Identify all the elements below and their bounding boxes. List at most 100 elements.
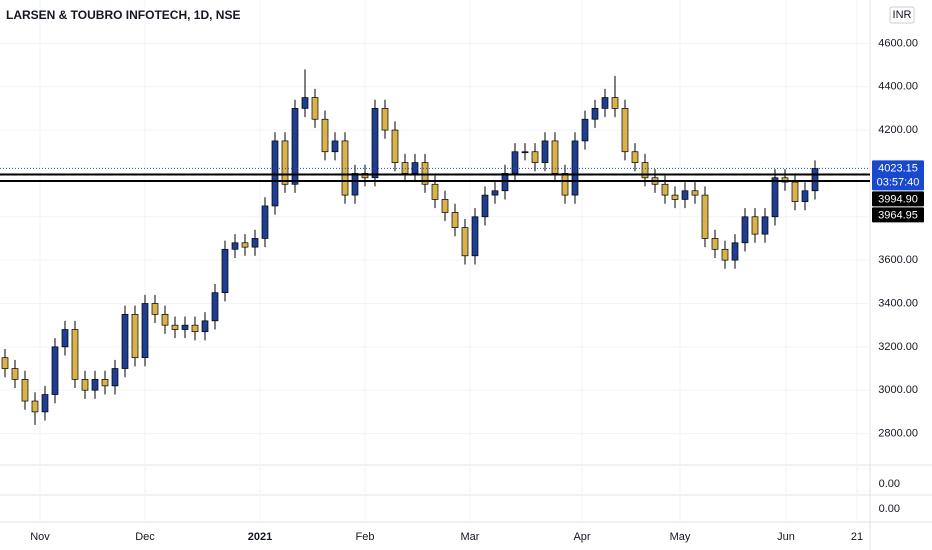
candle-body xyxy=(771,177,779,218)
candle-body xyxy=(231,242,239,250)
candle-body xyxy=(711,238,719,250)
currency-badge xyxy=(889,6,915,24)
x-tick-label: Mar xyxy=(461,531,480,543)
candle-body xyxy=(321,118,329,153)
candle-body xyxy=(701,194,709,239)
y-tick-label: 2800.00 xyxy=(878,427,918,439)
candles xyxy=(1,69,819,425)
candle-body xyxy=(21,379,29,402)
candle-body xyxy=(391,129,399,163)
candle-body xyxy=(51,346,59,395)
pane-value-label: 0.00 xyxy=(879,503,900,515)
candle-body xyxy=(421,162,429,185)
candle-body xyxy=(451,212,459,228)
grid: 2800.003000.003200.003400.003600.003800.… xyxy=(0,0,918,543)
y-tick-label: 3600.00 xyxy=(878,254,918,266)
candle-body xyxy=(271,140,279,207)
x-tick-label: Dec xyxy=(135,531,155,543)
price-label: 3994.90 xyxy=(878,193,918,205)
candle-body xyxy=(31,400,39,413)
candle-body xyxy=(481,194,489,218)
x-tick-label: Feb xyxy=(356,531,375,543)
x-tick-label: 21 xyxy=(851,531,863,543)
candle-body xyxy=(61,329,69,348)
candle-body xyxy=(751,216,759,235)
candle-body xyxy=(371,108,379,179)
candle-body xyxy=(761,216,769,235)
candle-body xyxy=(301,97,309,109)
candle-body xyxy=(381,108,389,131)
candle-body xyxy=(431,183,439,200)
candle-body xyxy=(251,238,259,248)
candle-body xyxy=(491,190,499,196)
candle-body xyxy=(811,168,819,192)
candle-body xyxy=(741,216,749,244)
countdown-label: 03:57:40 xyxy=(877,176,920,188)
candle-body xyxy=(1,357,9,369)
y-tick-label: 3200.00 xyxy=(878,341,918,353)
candle-body xyxy=(541,140,549,163)
candle-body xyxy=(41,394,49,413)
candle-body xyxy=(441,199,449,213)
price-label-box xyxy=(872,160,924,191)
candle-body xyxy=(691,190,699,196)
candle-body xyxy=(161,313,169,326)
candle-body xyxy=(331,140,339,153)
candle-body xyxy=(311,97,319,120)
candle-body xyxy=(531,151,539,163)
price-label-box xyxy=(872,207,924,223)
chart-title: LARSEN & TOUBRO INFOTECH, 1D, NSE xyxy=(6,8,240,22)
candle-body xyxy=(111,368,119,387)
price-label: 3964.95 xyxy=(878,209,918,221)
candle-body xyxy=(611,97,619,109)
x-tick-label: May xyxy=(670,531,691,543)
candle-body xyxy=(801,190,809,202)
candle-body xyxy=(211,292,219,322)
currency-label: INR xyxy=(893,9,912,21)
y-tick-label: 4200.00 xyxy=(878,124,918,136)
y-tick-label: 4600.00 xyxy=(878,37,918,49)
candle-body xyxy=(11,368,19,380)
candle-body xyxy=(361,173,369,179)
candle-body xyxy=(581,118,589,142)
price-label: 4023.15 xyxy=(878,162,918,174)
candle-body xyxy=(191,324,199,333)
overlay: 4023.15 03:57:40 3994.90 3964.95 INR xyxy=(0,6,924,223)
candle-body xyxy=(551,140,559,174)
x-tick-label: Apr xyxy=(573,531,590,543)
candle-body xyxy=(511,151,519,174)
candle-body xyxy=(471,216,479,257)
candle-body xyxy=(121,313,129,369)
y-tick-label: 3000.00 xyxy=(878,384,918,396)
candle-body xyxy=(671,194,679,200)
candle-body xyxy=(141,303,149,359)
candle-body xyxy=(181,324,189,330)
candle-body xyxy=(201,320,209,333)
candle-body xyxy=(731,242,739,261)
candle-body xyxy=(221,248,229,294)
candle-body xyxy=(351,173,359,196)
candle-body xyxy=(601,97,609,109)
candle-body xyxy=(101,379,109,387)
candle-body xyxy=(291,108,299,185)
candle-body xyxy=(791,181,799,202)
y-tick-label: 4400.00 xyxy=(878,81,918,93)
candle-body xyxy=(561,173,569,196)
candle-body xyxy=(631,151,639,163)
candle-body xyxy=(681,190,689,200)
candle-body xyxy=(571,140,579,196)
x-tick-label: Nov xyxy=(30,531,50,543)
candle-body xyxy=(171,324,179,330)
candle-body xyxy=(261,205,269,239)
y-tick-label: 3400.00 xyxy=(878,297,918,309)
candle-body xyxy=(241,242,249,248)
candle-body xyxy=(501,173,509,192)
candle-body xyxy=(81,379,89,391)
x-tick-label: 2021 xyxy=(248,531,272,543)
candle-body xyxy=(621,108,629,153)
candle-body xyxy=(151,303,159,315)
candle-body xyxy=(281,140,289,185)
candle-body xyxy=(461,227,469,257)
